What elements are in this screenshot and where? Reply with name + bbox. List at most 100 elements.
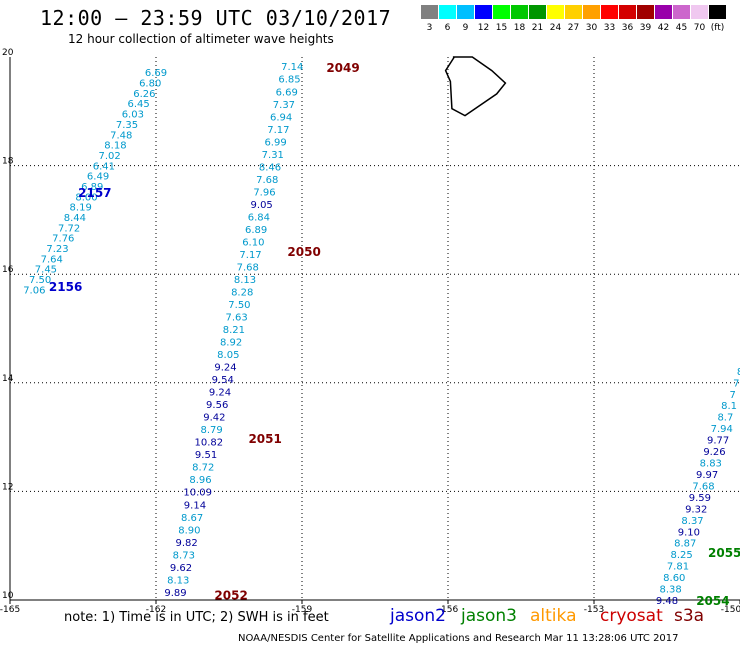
pass-number-label: 2157 bbox=[78, 186, 111, 200]
wave-height-value: 6.84 bbox=[248, 212, 270, 223]
legend-label: 70 bbox=[693, 23, 706, 33]
legend-label: 12 bbox=[477, 23, 490, 33]
wave-height-value: 6.89 bbox=[245, 225, 267, 236]
wave-height-value: 7.02 bbox=[99, 151, 121, 162]
wave-height-value: 6.10 bbox=[242, 237, 264, 248]
land-outline-hawaii bbox=[444, 56, 507, 117]
sat-altika: altika bbox=[530, 606, 577, 626]
sat-jason2: jason2 bbox=[390, 606, 446, 626]
legend-swatch bbox=[529, 5, 546, 19]
wave-height-value: 8.13 bbox=[167, 575, 189, 586]
wave-height-value: 7.64 bbox=[41, 254, 63, 265]
wave-height-value: 6.45 bbox=[127, 99, 149, 110]
wave-height-value: 7 bbox=[733, 378, 739, 389]
wave-height-value: 7.48 bbox=[110, 130, 132, 141]
wave-height-value: 9.97 bbox=[696, 470, 718, 481]
wave-height-value: 9.89 bbox=[164, 588, 186, 599]
pass-number-label: 2156 bbox=[49, 280, 82, 294]
sat-s3a: s3a bbox=[674, 606, 705, 626]
lon-tick-label: -159 bbox=[292, 605, 313, 615]
wave-height-value: 6.69 bbox=[276, 87, 298, 98]
wave-height-value: 10.82 bbox=[195, 438, 224, 449]
lon-tick-label: -156 bbox=[438, 605, 459, 615]
wave-height-value: 6.26 bbox=[133, 89, 155, 100]
wave-height-value: 8.05 bbox=[217, 350, 239, 361]
wave-height-value: 7.17 bbox=[267, 125, 289, 136]
pass-number-label: 2054 bbox=[696, 594, 729, 608]
wave-height-value: 6.69 bbox=[145, 68, 167, 79]
pass-number-label: 2049 bbox=[326, 61, 359, 75]
legend-swatch bbox=[475, 5, 492, 19]
wave-height-value: 7.72 bbox=[58, 223, 80, 234]
wave-height-value: 8.21 bbox=[223, 325, 245, 336]
legend-swatch bbox=[601, 5, 618, 19]
lat-tick-label: 12 bbox=[2, 482, 13, 492]
wave-height-value: 8.1 bbox=[721, 401, 737, 412]
wave-height-value: 8.38 bbox=[660, 585, 682, 596]
wave-height-value: 8.00 bbox=[75, 192, 97, 203]
legend-label: 39 bbox=[639, 23, 652, 33]
pass-number-label: 2055 bbox=[708, 546, 740, 560]
wave-height-value: 6.85 bbox=[278, 75, 300, 86]
legend-swatch bbox=[709, 5, 726, 19]
lat-tick-label: 18 bbox=[2, 157, 14, 167]
legend-label: 45 bbox=[675, 23, 688, 33]
legend-swatch bbox=[547, 5, 564, 19]
pass-number-label: 2052 bbox=[214, 589, 247, 603]
wave-height-value: 9.56 bbox=[206, 400, 228, 411]
wave-height-value: 6.89 bbox=[81, 182, 103, 193]
wave-height-value: 7.37 bbox=[273, 100, 295, 111]
legend-label: 42 bbox=[657, 23, 670, 33]
lat-tick-label: 14 bbox=[2, 374, 14, 384]
lat-tick-label: 10 bbox=[2, 591, 14, 601]
legend-label: 9 bbox=[462, 23, 469, 33]
sat-cryosat: cryosat bbox=[600, 606, 663, 626]
wave-height-value: 8.83 bbox=[700, 459, 722, 470]
wave-height-value: 7.31 bbox=[262, 150, 284, 161]
wave-height-value: 8.28 bbox=[231, 287, 253, 298]
legend-label: 30 bbox=[585, 23, 598, 33]
legend-swatch bbox=[565, 5, 582, 19]
wave-height-value: 8.37 bbox=[681, 516, 703, 527]
legend-swatch bbox=[619, 5, 636, 19]
legend-swatch bbox=[457, 5, 474, 19]
wave-height-value: 8.96 bbox=[189, 475, 211, 486]
wave-height-value: 7 bbox=[730, 390, 736, 401]
legend-label: 27 bbox=[567, 23, 580, 33]
wave-height-value: 8.73 bbox=[173, 550, 195, 561]
wave-height-value: 7.45 bbox=[35, 265, 57, 276]
wave-height-value: 7.23 bbox=[46, 244, 68, 255]
wave-height-value: 9.77 bbox=[707, 436, 729, 447]
lon-tick-label: -153 bbox=[584, 605, 604, 615]
map-subtitle: 12 hour collection of altimeter wave hei… bbox=[68, 32, 334, 46]
sat-jason3: jason3 bbox=[461, 606, 517, 626]
wave-height-value: 9.24 bbox=[214, 363, 236, 374]
wave-height-value: 8.90 bbox=[178, 525, 200, 536]
wave-height-value: 7.14 bbox=[281, 62, 303, 73]
wave-height-value: 8.87 bbox=[674, 539, 696, 550]
wave-height-value: 7.81 bbox=[667, 562, 689, 573]
wave-height-value: 7.68 bbox=[692, 481, 714, 492]
wave-height-value: 7.50 bbox=[228, 300, 250, 311]
wave-height-value: 6.94 bbox=[270, 112, 292, 123]
wave-height-value: 7.96 bbox=[253, 187, 275, 198]
legend-label: 3 bbox=[426, 23, 433, 33]
wave-height-value: 9.42 bbox=[203, 413, 225, 424]
legend-label: 15 bbox=[495, 23, 508, 33]
legend-label: 36 bbox=[621, 23, 634, 33]
wave-height-value: 9.82 bbox=[175, 538, 197, 549]
wave-height-value: 8.60 bbox=[663, 573, 685, 584]
legend-label: 33 bbox=[603, 23, 616, 33]
wave-height-value: 9.05 bbox=[251, 200, 273, 211]
legend-label: 24 bbox=[549, 23, 562, 33]
legend-swatch bbox=[673, 5, 690, 19]
wave-height-value: 8.18 bbox=[104, 141, 126, 152]
wave-height-value: 8 bbox=[737, 367, 740, 378]
wave-height-value: 7.63 bbox=[226, 313, 248, 324]
wave-height-value: 6.80 bbox=[139, 79, 161, 90]
wave-height-value: 9.26 bbox=[703, 447, 725, 458]
wave-height-value: 7.68 bbox=[237, 262, 259, 273]
wave-height-value: 8.7 bbox=[717, 413, 733, 424]
lon-tick-label: -165 bbox=[0, 605, 20, 615]
